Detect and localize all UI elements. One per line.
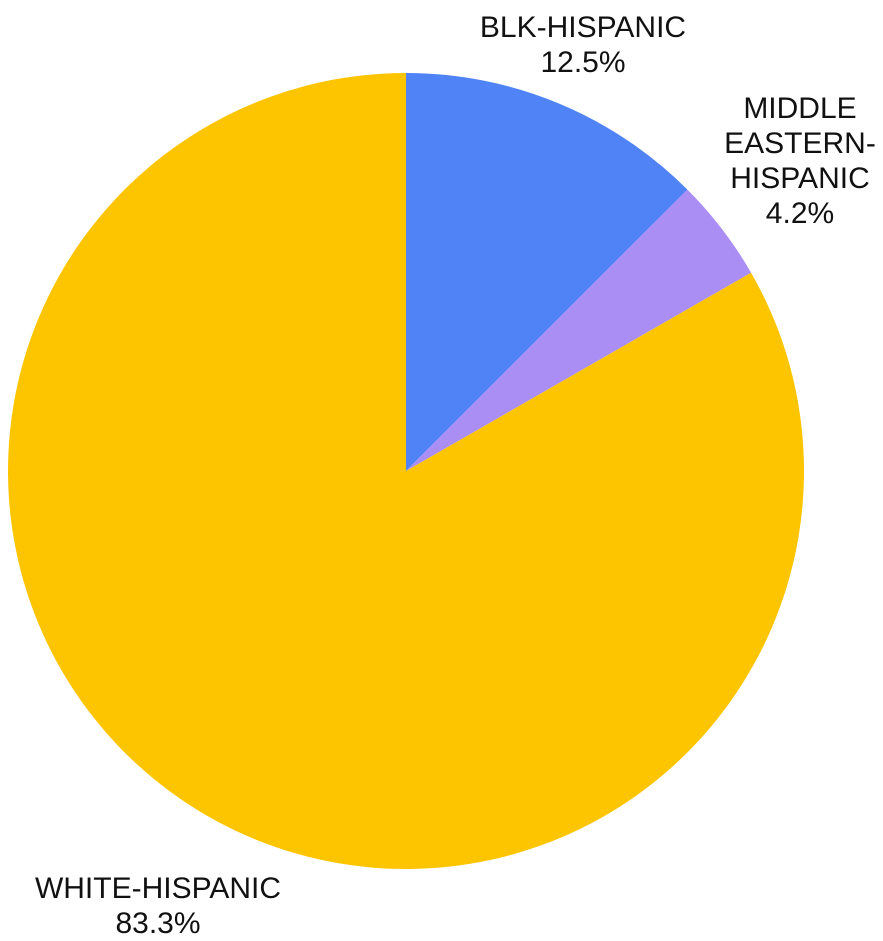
slice-label-1: MIDDLE — [743, 92, 856, 125]
pie-slice-0 — [406, 73, 688, 471]
slice-value-label-1: 4.2% — [766, 197, 834, 230]
slice-label-0: BLK-HISPANIC — [480, 11, 686, 44]
slice-label-1: EASTERN- — [724, 127, 876, 160]
slice-value-label-0: 12.5% — [540, 46, 625, 79]
pie-slice-1 — [406, 189, 752, 471]
slice-label-2: WHITE-HISPANIC — [35, 872, 281, 905]
slice-label-1: HISPANIC — [730, 162, 869, 195]
slice-value-label-2: 83.3% — [115, 907, 200, 940]
pie-slice-2 — [7, 73, 804, 869]
